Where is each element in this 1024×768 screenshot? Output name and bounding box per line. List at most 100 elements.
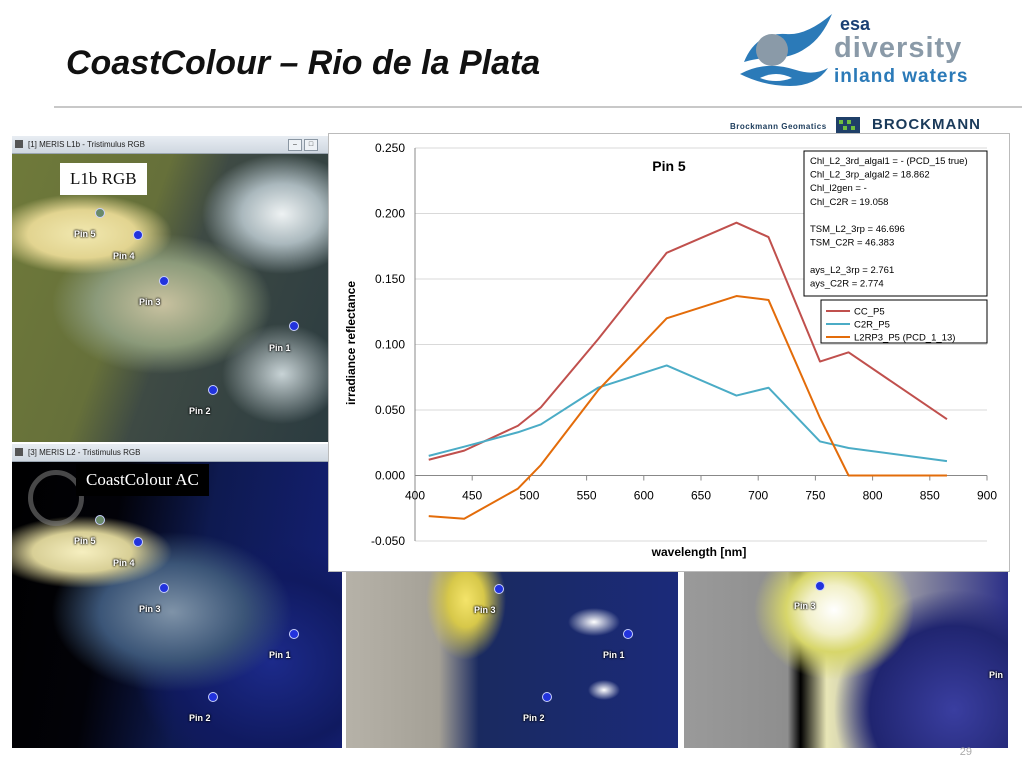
window-icon xyxy=(15,448,23,456)
series-lines xyxy=(428,221,948,520)
x-tick-label: 400 xyxy=(405,489,425,503)
annotation-line: TSM_C2R = 46.383 xyxy=(810,238,894,249)
pin-1-label: Pin 1 xyxy=(603,650,625,660)
annotation-line: ays_C2R = 2.774 xyxy=(810,278,884,289)
pin-5-label: Pin 5 xyxy=(74,536,96,546)
l1b-rgb-window[interactable]: [1] MERIS L1b - Tristimulus RGB – □ L1b … xyxy=(12,136,330,442)
series-line-3 xyxy=(428,295,947,520)
pin-3-label: Pin 3 xyxy=(139,604,161,614)
y-tick-label: 0.100 xyxy=(375,338,405,352)
x-tick-label: 750 xyxy=(805,489,825,503)
pin-3-label: Pin 3 xyxy=(474,605,496,615)
bird-fish-logo-icon xyxy=(740,14,832,86)
chart-title: Pin 5 xyxy=(652,158,686,174)
pin-4-marker[interactable] xyxy=(133,230,143,240)
spectrum-chart: -0.050 0.000 0.050 0.100 0.150 0.200 0.250 400 4… xyxy=(328,133,1010,572)
pin-2-label: Pin 2 xyxy=(523,713,545,723)
l1b-window-titlebar[interactable]: [1] MERIS L1b - Tristimulus RGB – □ xyxy=(12,136,330,154)
annotation-line: Chl_L2_3rd_algal1 = - (PCD_15 true) xyxy=(810,156,968,167)
annotation-line: Chl_C2R = 19.058 xyxy=(810,197,888,208)
logo-line-1: diversity xyxy=(834,32,963,64)
annotation-box: Chl_L2_3rd_algal1 = - (PCD_15 true) Chl_L… xyxy=(803,150,988,297)
legend-entry: CC_P5 xyxy=(854,307,885,318)
pin-5-marker[interactable] xyxy=(95,515,105,525)
x-axis-label: wavelength [nm] xyxy=(651,545,747,559)
pin-1-marker[interactable] xyxy=(623,629,633,639)
x-tick-label: 800 xyxy=(863,489,883,503)
pin-2-label: Pin 2 xyxy=(189,406,211,416)
series-line-1 xyxy=(428,221,948,461)
x-tick-label: 600 xyxy=(634,489,654,503)
bottom-middle-satellite-image[interactable] xyxy=(346,570,678,748)
pin-1-marker[interactable] xyxy=(289,629,299,639)
pin-1-label: Pin 1 xyxy=(269,650,291,660)
maximize-icon[interactable]: □ xyxy=(304,139,318,151)
pin-4-label: Pin 4 xyxy=(113,251,135,261)
x-tick-label: 850 xyxy=(920,489,940,503)
pin-2-marker[interactable] xyxy=(208,385,218,395)
y-tick-label: 0.150 xyxy=(375,272,405,286)
pin-partial-label: Pin xyxy=(989,670,1004,680)
legend-entry: C2R_P5 xyxy=(854,320,890,331)
partner-right-text: BROCKMANN xyxy=(872,116,981,133)
pin-1-marker[interactable] xyxy=(289,321,299,331)
l2-rgb-window[interactable]: [3] MERIS L2 - Tristimulus RGB CoastColo… xyxy=(12,444,342,748)
pin-2-label: Pin 2 xyxy=(189,713,211,723)
pin-4-marker[interactable] xyxy=(133,537,143,547)
l2-window-title: [3] MERIS L2 - Tristimulus RGB xyxy=(28,448,141,457)
pin-3-marker[interactable] xyxy=(159,583,169,593)
bottom-middle-window[interactable]: Pin 3 Pin 1 Pin 2 xyxy=(346,570,678,748)
annotation-line: TSM_L2_3rp = 46.696 xyxy=(810,224,905,235)
x-tick-label: 500 xyxy=(519,489,539,503)
y-axis-label: irradiance reflectance xyxy=(344,281,358,405)
annotation-line: ays_L2_3rp = 2.761 xyxy=(810,265,894,276)
title-divider xyxy=(54,106,1022,108)
bottom-right-window[interactable]: Pin 3 Pin xyxy=(684,570,1008,748)
x-tick-label: 700 xyxy=(748,489,768,503)
legend-frame xyxy=(820,299,988,344)
pin-3-marker[interactable] xyxy=(159,276,169,286)
pin-4-label: Pin 4 xyxy=(113,558,135,568)
annotation-line: Chl_l2gen = - xyxy=(810,183,867,194)
pin-5-label: Pin 5 xyxy=(74,229,96,239)
window-icon xyxy=(15,140,23,148)
navigation-control-icon[interactable] xyxy=(28,470,84,526)
partner-square-icon xyxy=(836,117,860,134)
slide-title: CoastColour – Rio de la Plata xyxy=(66,44,541,82)
pin-5-marker[interactable] xyxy=(95,208,105,218)
pin-3-label: Pin 3 xyxy=(139,297,161,307)
x-tick-label: 650 xyxy=(691,489,711,503)
pin-3-marker[interactable] xyxy=(494,584,504,594)
pin-3-label: Pin 3 xyxy=(794,601,816,611)
diversity-logo: esa diversity inland waters xyxy=(736,12,996,94)
l1b-window-title: [1] MERIS L1b - Tristimulus RGB xyxy=(28,140,145,149)
series-line-2 xyxy=(428,364,948,463)
y-tick-label: -0.050 xyxy=(371,534,405,548)
minimize-icon[interactable]: – xyxy=(288,139,302,151)
partner-left-text: Brockmann Geomatics xyxy=(730,122,827,131)
page-number: 29 xyxy=(959,746,972,758)
legend-entry: L2RP3_P5 (PCD_1_13) xyxy=(854,333,955,344)
logo-line-2: inland waters xyxy=(834,66,969,87)
l2-window-titlebar[interactable]: [3] MERIS L2 - Tristimulus RGB xyxy=(12,444,342,462)
x-tick-label: 450 xyxy=(462,489,482,503)
legend: CC_P5 C2R_P5 L2RP3_P5 (PCD_1_13) xyxy=(820,299,988,344)
l1b-satellite-image[interactable] xyxy=(12,154,330,442)
pin-1-label: Pin 1 xyxy=(269,343,291,353)
esa-wordmark: esa xyxy=(840,14,871,34)
y-tick-label: 0.200 xyxy=(375,207,405,221)
bottom-right-satellite-image[interactable] xyxy=(684,570,1008,748)
y-tick-label: 0.000 xyxy=(375,469,405,483)
x-tick-label: 900 xyxy=(977,489,997,503)
annotation-frame xyxy=(803,150,988,297)
pin-2-marker[interactable] xyxy=(542,692,552,702)
pin-2-marker[interactable] xyxy=(208,692,218,702)
x-tick-label: 550 xyxy=(577,489,597,503)
y-tick-label: 0.050 xyxy=(375,403,405,417)
partner-logo: Brockmann Geomatics BROCKMANN xyxy=(730,116,1000,136)
l1b-rgb-label: L1b RGB xyxy=(60,163,147,195)
pin-3-marker[interactable] xyxy=(815,581,825,591)
annotation-line: Chl_L2_3rp_algal2 = 18.862 xyxy=(810,170,930,181)
coastcolour-ac-label: CoastColour AC xyxy=(76,464,209,496)
y-tick-label: 0.250 xyxy=(375,141,405,155)
